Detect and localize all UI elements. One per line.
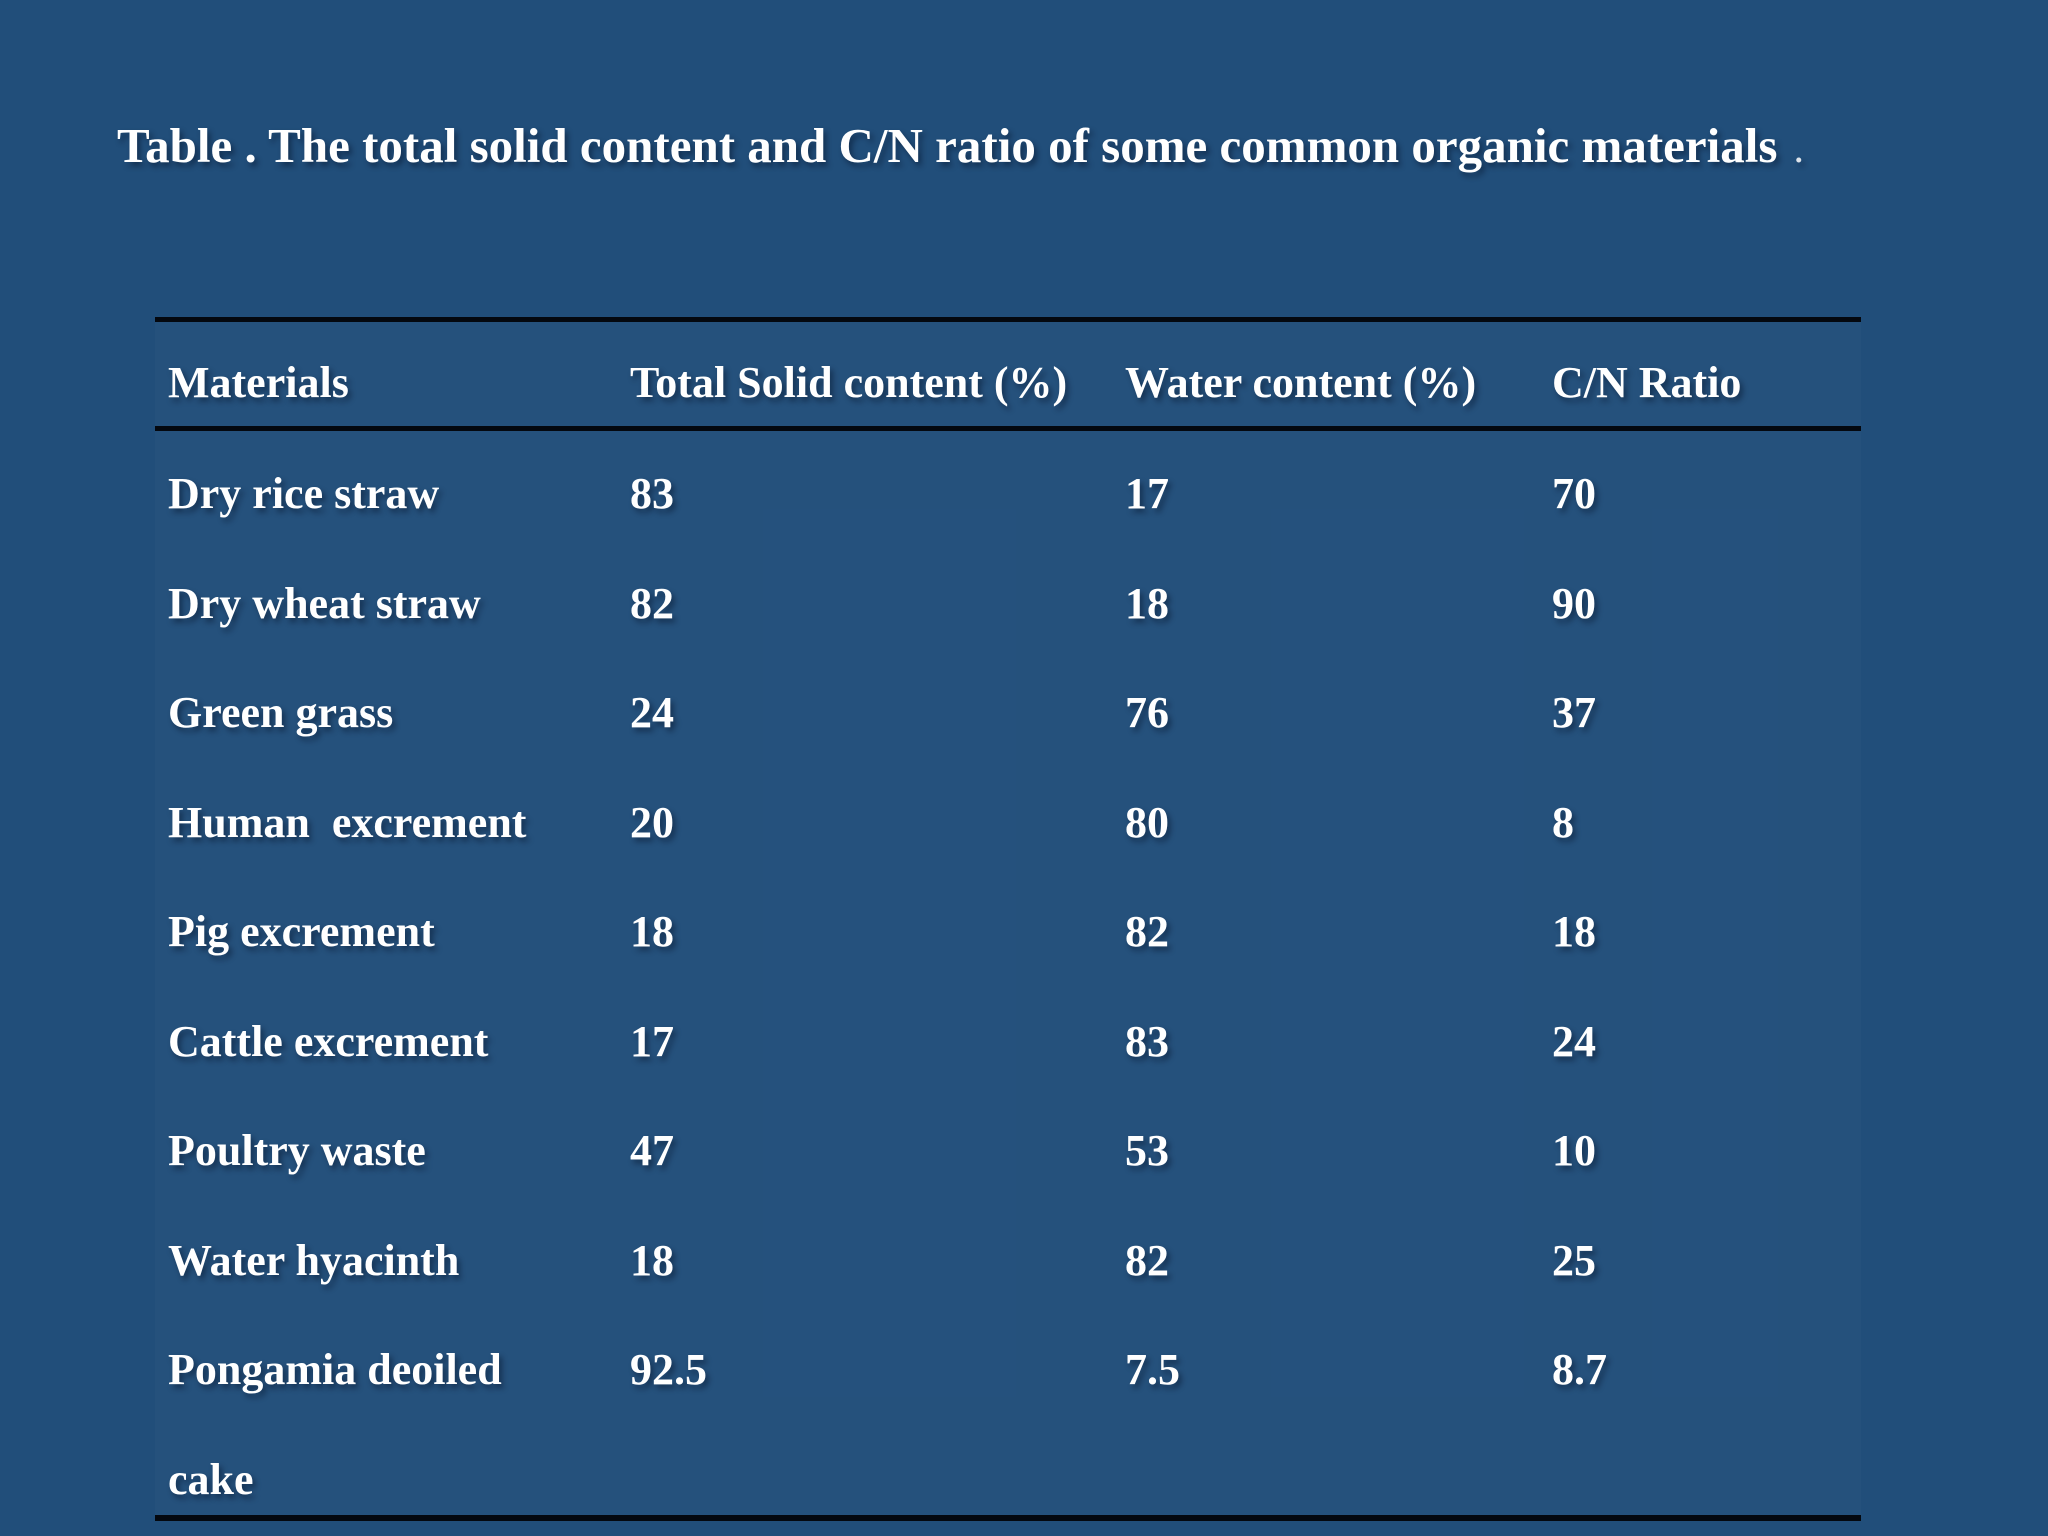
table-row: Poultry waste 47 53 10 xyxy=(155,1096,1861,1206)
cell-cn-ratio: 37 xyxy=(1552,688,1596,738)
cell-material: Pig excrement xyxy=(168,907,435,957)
cell-water: 7.5 xyxy=(1125,1345,1180,1395)
cell-total-solid: 82 xyxy=(630,578,674,628)
cell-material-line-2: cake xyxy=(168,1454,254,1504)
cell-water: 80 xyxy=(1125,797,1169,847)
table-row: Pongamia deoiled cake 92.5 7.5 8.7 xyxy=(155,1315,1861,1534)
table-row: Dry wheat straw 82 18 90 xyxy=(155,549,1861,659)
table-row: Human excrement 20 80 8 xyxy=(155,768,1861,878)
cell-total-solid: 18 xyxy=(630,907,674,957)
cell-material: Human excrement xyxy=(168,797,527,847)
cell-water: 53 xyxy=(1125,1126,1169,1176)
table-caption-trailing-period: . xyxy=(1793,126,1804,172)
cell-material: Pongamia deoiled cake xyxy=(168,1315,630,1534)
cell-water: 83 xyxy=(1125,1016,1169,1066)
table-body: Dry rice straw 83 17 70 Dry wheat straw … xyxy=(155,431,1861,1534)
cell-cn-ratio: 70 xyxy=(1552,469,1596,519)
cell-water: 82 xyxy=(1125,1235,1169,1285)
cell-total-solid: 20 xyxy=(630,797,674,847)
table-row: Pig excrement 18 82 18 xyxy=(155,877,1861,987)
table-row: Cattle excrement 17 83 24 xyxy=(155,987,1861,1097)
cell-material: Cattle excrement xyxy=(168,1016,489,1066)
cell-total-solid: 83 xyxy=(630,469,674,519)
table-row: Green grass 24 76 37 xyxy=(155,658,1861,768)
table-caption: Table . The total solid content and C/N … xyxy=(117,116,1804,179)
cell-total-solid: 24 xyxy=(630,688,674,738)
table-top-rule xyxy=(155,317,1861,322)
cell-material: Green grass xyxy=(168,688,394,738)
cell-water: 76 xyxy=(1125,688,1169,738)
cell-total-solid: 18 xyxy=(630,1235,674,1285)
column-header-materials: Materials xyxy=(168,357,349,407)
cell-cn-ratio: 10 xyxy=(1552,1126,1596,1176)
table-row: Dry rice straw 83 17 70 xyxy=(155,439,1861,549)
table-bottom-rule xyxy=(155,1515,1861,1521)
cell-total-solid: 47 xyxy=(630,1126,674,1176)
cell-cn-ratio: 18 xyxy=(1552,907,1596,957)
table-header-rule xyxy=(155,426,1861,431)
cell-cn-ratio: 24 xyxy=(1552,1016,1596,1066)
cell-cn-ratio: 8.7 xyxy=(1552,1345,1607,1395)
cell-material: Water hyacinth xyxy=(168,1235,460,1285)
cell-material: Dry wheat straw xyxy=(168,578,481,628)
cell-water: 17 xyxy=(1125,469,1169,519)
table-header-row: Materials Total Solid content (%) Water … xyxy=(155,322,1861,426)
table-caption-text: Table . The total solid content and C/N … xyxy=(117,118,1778,173)
table-row: Water hyacinth 18 82 25 xyxy=(155,1206,1861,1316)
cell-material: Poultry waste xyxy=(168,1126,426,1176)
cell-cn-ratio: 90 xyxy=(1552,578,1596,628)
cell-material: Dry rice straw xyxy=(168,469,440,519)
cell-total-solid: 17 xyxy=(630,1016,674,1066)
cell-material-line-1: Pongamia deoiled xyxy=(168,1345,502,1395)
column-header-water-content: Water content (%) xyxy=(1125,357,1477,407)
column-header-total-solid: Total Solid content (%) xyxy=(630,357,1068,407)
cell-water: 18 xyxy=(1125,578,1169,628)
column-header-cn-ratio: C/N Ratio xyxy=(1552,357,1742,407)
cell-cn-ratio: 8 xyxy=(1552,797,1574,847)
materials-table: Materials Total Solid content (%) Water … xyxy=(155,317,1861,1534)
cell-water: 82 xyxy=(1125,907,1169,957)
cell-cn-ratio: 25 xyxy=(1552,1235,1596,1285)
cell-total-solid: 92.5 xyxy=(630,1345,707,1395)
